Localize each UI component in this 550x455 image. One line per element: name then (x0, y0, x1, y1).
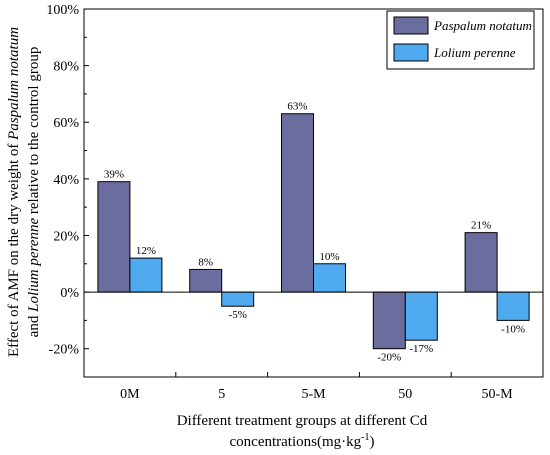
y-axis-title-line2-pre: and (26, 312, 42, 337)
data-label: 8% (198, 256, 213, 268)
y-tick-label: 60% (53, 116, 79, 131)
data-label: -20% (377, 352, 401, 364)
bar (97, 181, 131, 293)
legend-label-lolium: Lolium perenne (433, 45, 516, 60)
data-label: -10% (501, 323, 525, 335)
x-axis-ticks: 0M 5 5-M 50 50-M (120, 372, 513, 402)
y-tick-label: 20% (53, 229, 79, 244)
data-label: 12% (136, 245, 156, 257)
legend-swatch-lolium (393, 43, 429, 62)
x-axis-title-line2-main: concentrations(mg·kg (230, 434, 362, 450)
x-axis-title-line2: concentrations(mg·kg-1) (230, 432, 375, 450)
y-tick-label: 40% (53, 173, 79, 188)
bar (281, 113, 314, 293)
bar (404, 291, 438, 341)
legend-label-paspalum: Paspalum notatum (433, 18, 532, 33)
data-label: 39% (104, 169, 124, 181)
bar (129, 257, 163, 293)
legend: Paspalum notatum Lolium perenne (386, 10, 535, 70)
bar (496, 291, 530, 321)
y-tick-label: -20% (49, 343, 80, 358)
x-axis-title: Different treatment groups at different … (177, 413, 428, 450)
y-tick-label: 0% (60, 286, 79, 301)
y-axis-title-line2-italic: Lolium perenne (26, 218, 42, 313)
bar (313, 263, 346, 293)
y-axis-title-line1-pre: Effect of AMF on the dry weight of (6, 140, 22, 357)
x-axis-title-line2-end: ) (369, 434, 374, 450)
data-label: 10% (319, 251, 339, 263)
x-tick-label: 50-M (482, 387, 514, 402)
data-label: 63% (287, 101, 307, 113)
y-tick-label: 100% (46, 3, 79, 18)
bar (464, 232, 498, 293)
x-axis-title-superscript: -1 (361, 432, 369, 443)
y-tick-label: 80% (53, 60, 79, 75)
y-axis-title-line2-post: relative to the control group (26, 47, 42, 218)
x-tick-label: 5 (218, 387, 225, 402)
y-axis-title-line2: and Lolium perenne relative to the contr… (26, 47, 42, 338)
plot-frame (83, 8, 544, 378)
x-tick-label: 5-M (301, 387, 326, 402)
bar (372, 291, 406, 350)
bar (221, 291, 255, 307)
data-label: -17% (409, 343, 433, 355)
y-axis-ticks: -20% 0% 20% 40% 60% 80% 100% (46, 3, 89, 378)
x-axis-title-line1: Different treatment groups at different … (177, 413, 428, 429)
bar (189, 268, 223, 293)
bars (97, 113, 530, 350)
y-axis-title-line1: Effect of AMF on the dry weight of Paspa… (6, 27, 22, 357)
legend-swatch-paspalum (393, 16, 429, 35)
x-tick-label: 0M (120, 387, 140, 402)
y-axis-title-line1-italic: Paspalum notatum (6, 27, 22, 141)
data-labels: 39% 12% 8% -5% 63% 10% -20% -17% 21% -10% (104, 101, 525, 364)
y-axis-title: Effect of AMF on the dry weight of Paspa… (6, 27, 42, 357)
data-label: -5% (229, 309, 247, 321)
x-tick-label: 50 (398, 387, 412, 402)
data-label: 21% (471, 220, 491, 232)
